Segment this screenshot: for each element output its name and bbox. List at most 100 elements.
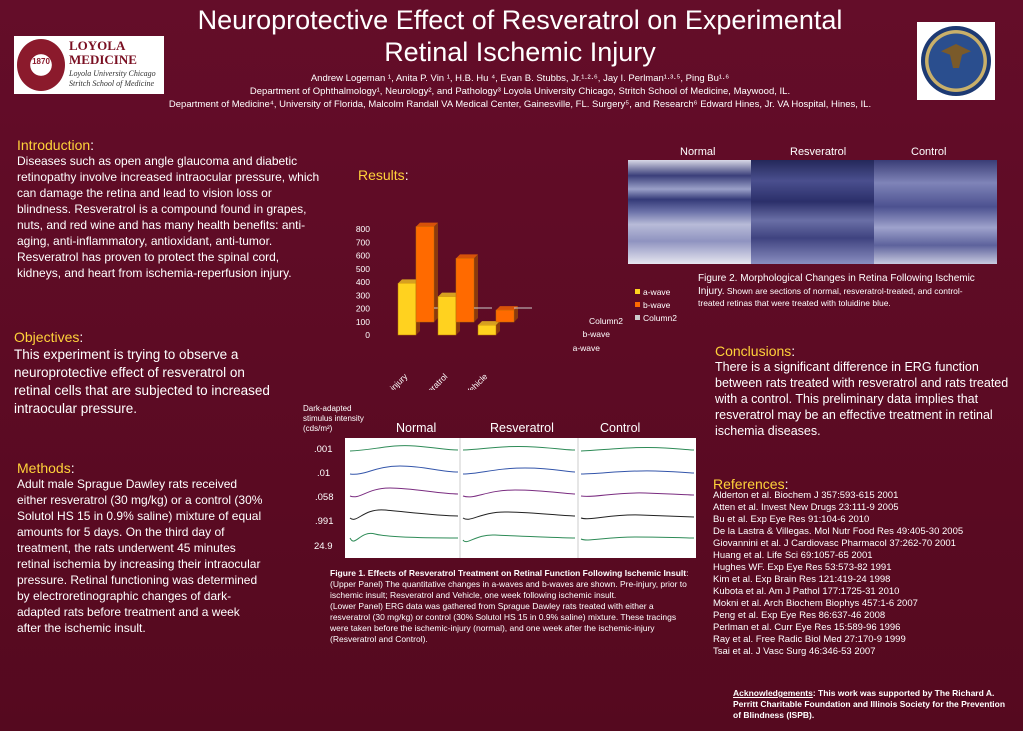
- category-label: Pre-injury: [377, 371, 410, 390]
- acknowledgements: Acknowledgements: This work was supporte…: [733, 688, 1013, 721]
- reference-item: Giovannini et al. J Cardiovasc Pharmacol…: [713, 538, 956, 549]
- affiliation-line-2: Department of Medicine⁴, University of F…: [168, 99, 872, 110]
- conclusions-body: There is a significant difference in ERG…: [715, 360, 1009, 438]
- author-block: Andrew Logeman ¹, Anita P. Vin ¹, H.B. H…: [120, 72, 920, 111]
- references-heading: References:: [713, 476, 789, 492]
- reference-item: Alderton et al. Biochem J 357:593-615 20…: [713, 490, 899, 501]
- intensity-label: .058: [315, 492, 334, 503]
- bar-a-wave: [437, 296, 457, 336]
- y-tick-label: 700: [356, 237, 370, 247]
- bar-top-a-wave: [398, 279, 420, 284]
- legend-swatch: [635, 302, 640, 307]
- retina-histology-image: [628, 160, 997, 264]
- bar-b-wave: [415, 226, 435, 323]
- category-label: Vehicle: [463, 371, 490, 390]
- conclusions-heading: Conclusions:: [715, 343, 796, 359]
- logo-subtitle: Loyola University Chicago Stritch School …: [69, 69, 156, 88]
- intensity-label: .001: [314, 444, 333, 455]
- erg-tracings-panel: [345, 438, 696, 558]
- y-tick-label: 200: [356, 304, 370, 314]
- objectives-section: Objectives: This experiment is trying to…: [14, 328, 274, 418]
- methods-section: Methods: Adult male Sprague Dawley rats …: [17, 460, 267, 636]
- reference-item: Atten et al. Invest New Drugs 23:111-9 2…: [713, 502, 899, 513]
- figure-2-title: Figure 2. Morphological Changes in Retin…: [698, 273, 975, 297]
- bar-top-b-wave: [456, 254, 478, 259]
- figure-2-caption: Figure 2. Morphological Changes in Retin…: [698, 272, 984, 309]
- figure-1-upper: Figure 1. Effects of Resveratrol Treatme…: [330, 568, 689, 600]
- erg-amplitude-chart: 800 700 600 500 400 300 200 100 0 Pre-injuryResve…: [356, 222, 677, 390]
- intensity-label: .01: [317, 468, 331, 479]
- histology-label-resveratrol: Resveratrol: [790, 146, 847, 158]
- bar-a-wave: [397, 283, 417, 336]
- methods-body: Adult male Sprague Dawley rats received …: [17, 477, 263, 635]
- poster-title: Neuroprotective Effect of Resveratrol on…: [120, 4, 920, 68]
- introduction-body: Diseases such as open angle glaucoma and…: [17, 154, 320, 280]
- reference-item: Hughes WF. Exp Eye Res 53:573-82 1991: [713, 562, 892, 573]
- bar-side-b-wave: [514, 306, 518, 322]
- bar-top-a-wave: [438, 292, 460, 297]
- depth-axis-label: Column2: [589, 316, 623, 326]
- erg-label-control: Control: [600, 421, 641, 435]
- bar-side-a-wave: [496, 321, 500, 335]
- introduction-heading: Introduction:: [17, 137, 95, 153]
- bar-Column2: [514, 307, 532, 309]
- results-section: Results:: [358, 167, 409, 183]
- reference-item: Tsai et al. J Vasc Surg 46:346-53 2007: [713, 646, 876, 657]
- legend-label: Column2: [643, 313, 677, 323]
- category-label: Resveratrol: [412, 371, 450, 390]
- acknowledgements-body: : This work was supported by The Richard…: [733, 688, 1006, 720]
- reference-item: Peng et al. Exp Eye Res 86:637-46 2008: [713, 610, 886, 621]
- legend-swatch: [635, 289, 640, 294]
- y-tick-label: 800: [356, 224, 370, 234]
- references-section: References: Alderton et al. Biochem J 35…: [713, 476, 1013, 658]
- y-tick-label: 300: [356, 290, 370, 300]
- results-heading: Results:: [358, 167, 409, 183]
- introduction-section: Introduction: Diseases such as open angl…: [17, 137, 325, 281]
- erg-label-resveratrol: Resveratrol: [490, 421, 554, 435]
- erg-tracings-image: [349, 438, 695, 558]
- figure-1-lower: (Lower Panel) ERG data was gathered from…: [330, 601, 677, 644]
- figure-1-caption: Figure 1. Effects of Resveratrol Treatme…: [330, 568, 692, 645]
- histology-label-control: Control: [911, 146, 947, 158]
- reference-item: Ray et al. Free Radic Biol Med 27:170-9 …: [713, 634, 906, 645]
- figure-2-body: Shown are sections of normal, resveratro…: [698, 286, 963, 308]
- conclusions-section: Conclusions: There is a significant diff…: [715, 343, 1011, 439]
- reference-item: De la Lastra & Villegas. Mol Nutr Food R…: [713, 526, 964, 537]
- authors-line: Andrew Logeman ¹, Anita P. Vin ¹, H.B. H…: [310, 73, 730, 84]
- reference-item: Perlman et al. Curr Eye Res 15:589-96 19…: [713, 622, 901, 633]
- erg-label-normal: Normal: [396, 421, 437, 435]
- reference-item: Mokni et al. Arch Biochem Biophys 457:1-…: [713, 598, 918, 609]
- y-tick-label: 0: [365, 330, 370, 340]
- intensity-label: 24.9: [314, 541, 333, 552]
- reference-item: Kubota et al. Am J Pathol 177:1725-31 20…: [713, 586, 900, 597]
- bar-side-b-wave: [434, 222, 438, 322]
- depth-axis-label: b-wave: [583, 329, 611, 339]
- objectives-body: This experiment is trying to observe a n…: [14, 347, 270, 416]
- legend-label: b-wave: [643, 300, 671, 310]
- y-tick-label: 400: [356, 277, 370, 287]
- y-tick-label: 600: [356, 251, 370, 261]
- legend-label: a-wave: [643, 287, 671, 297]
- reference-item: Bu et al. Exp Eye Res 91:104-6 2010: [713, 514, 870, 525]
- reference-item: Huang et al. Life Sci 69:1057-65 2001: [713, 550, 873, 561]
- bar-top-b-wave: [496, 306, 518, 311]
- affiliation-line-1: Department of Ophthalmology¹, Neurology²…: [249, 86, 791, 97]
- acknowledgements-heading: Acknowledgements: [733, 688, 813, 698]
- reference-item: Kim et al. Exp Brain Res 121:419-24 1998: [713, 574, 891, 585]
- intensity-label: .991: [315, 516, 334, 527]
- bar-top-b-wave: [416, 222, 438, 227]
- legend-swatch: [635, 315, 640, 320]
- bar-top-a-wave: [478, 321, 500, 326]
- loyola-seal-icon: 1870: [17, 39, 65, 91]
- bar-a-wave: [477, 324, 497, 336]
- objectives-heading: Objectives:: [14, 329, 84, 345]
- logo-name: LOYOLA MEDICINE: [69, 38, 137, 67]
- title-line-1: Neuroprotective Effect of Resveratrol on…: [197, 5, 843, 35]
- stimulus-intensity-label: Dark-adapted stimulus intensity (cds/m²): [303, 404, 364, 433]
- bar-b-wave: [495, 309, 515, 323]
- methods-heading: Methods:: [17, 460, 75, 476]
- bar-side-b-wave: [474, 254, 478, 322]
- loyola-medicine-logo: 1870 LOYOLA MEDICINE Loyola University Ch…: [14, 36, 164, 94]
- bar-Column2: [474, 307, 492, 309]
- bar-b-wave: [455, 258, 475, 323]
